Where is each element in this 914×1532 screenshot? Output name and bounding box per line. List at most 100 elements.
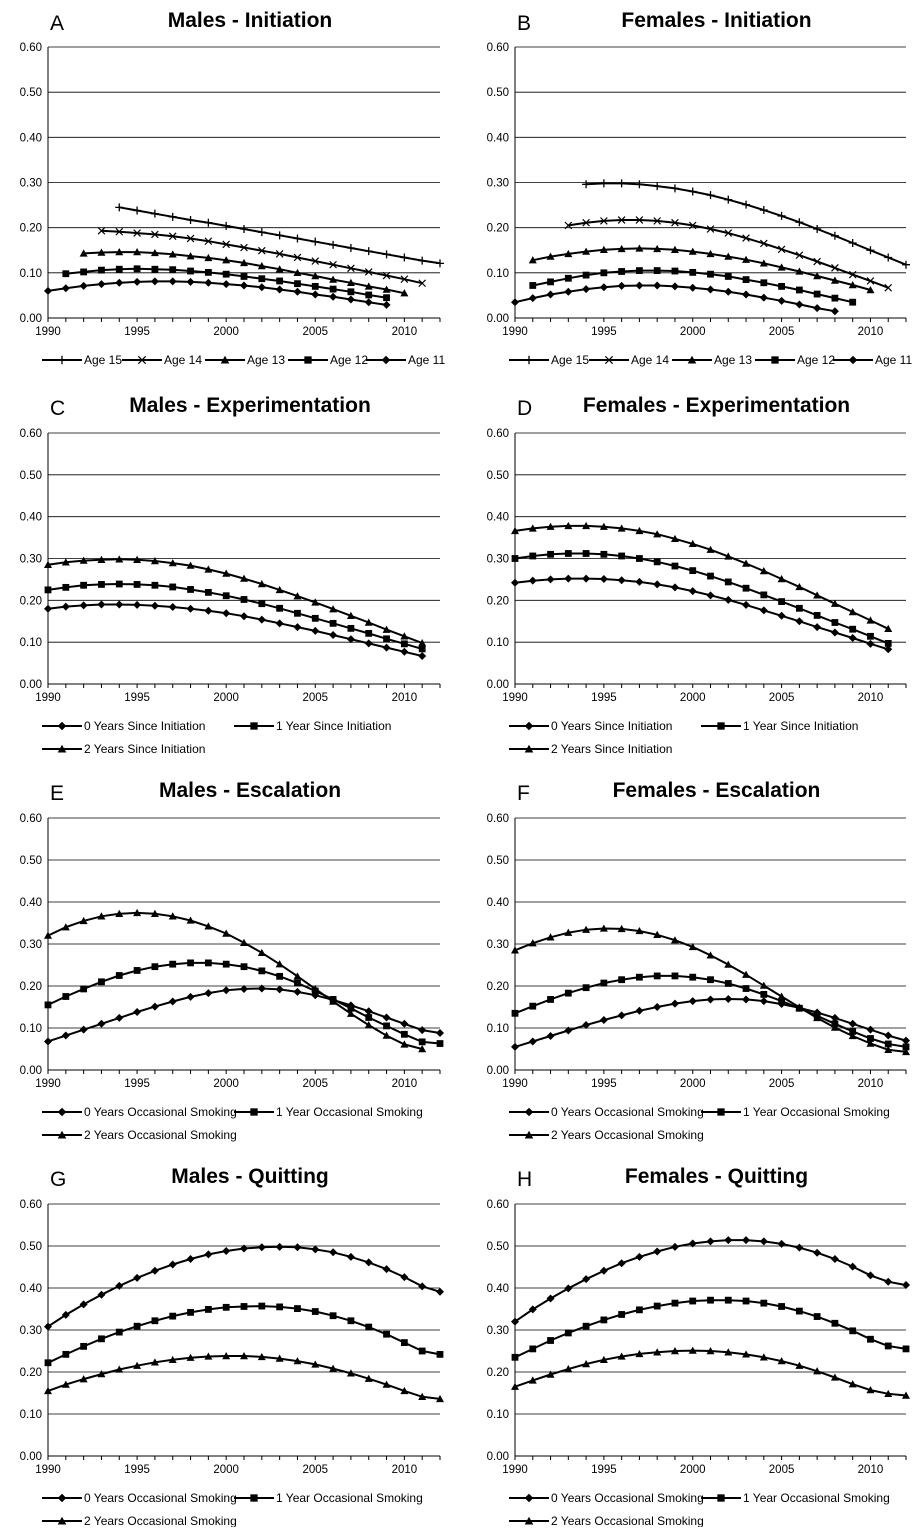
data-point bbox=[346, 611, 355, 620]
data-point bbox=[436, 1350, 444, 1358]
legend-marker bbox=[524, 355, 534, 365]
data-point bbox=[204, 989, 213, 998]
legend-label: Age 13 bbox=[714, 353, 752, 367]
data-point bbox=[293, 287, 302, 296]
series-line bbox=[514, 552, 889, 645]
data-point bbox=[257, 615, 266, 624]
legend-label: 1 Year Occasional Smoking bbox=[743, 1491, 890, 1505]
data-point bbox=[293, 234, 302, 243]
data-point bbox=[61, 923, 70, 931]
data-point bbox=[294, 280, 301, 288]
data-point bbox=[884, 624, 893, 632]
data-point bbox=[795, 582, 804, 591]
data-point bbox=[44, 1037, 52, 1046]
x-tick-label: 1990 bbox=[502, 692, 528, 704]
data-point bbox=[813, 591, 822, 599]
data-point bbox=[884, 1342, 892, 1350]
legend-item: Age 12 bbox=[755, 353, 835, 367]
legend: 0 Years Occasional Smoking 1 Year Occasio… bbox=[509, 1105, 890, 1142]
x-tick-label: 2005 bbox=[302, 1078, 328, 1090]
data-point bbox=[204, 588, 212, 596]
data-point bbox=[240, 963, 248, 971]
series-triangle bbox=[44, 1352, 444, 1403]
data-point bbox=[582, 180, 591, 189]
x-tick-label: 2000 bbox=[213, 1078, 239, 1090]
data-point bbox=[813, 225, 822, 234]
data-point bbox=[795, 1003, 804, 1011]
data-point bbox=[418, 1026, 427, 1035]
y-tick-label: 0.60 bbox=[487, 813, 509, 825]
data-point bbox=[759, 1353, 768, 1361]
data-point bbox=[724, 195, 733, 204]
data-point bbox=[258, 1302, 266, 1310]
data-point bbox=[98, 978, 105, 986]
data-point bbox=[418, 1038, 426, 1046]
data-point bbox=[742, 970, 751, 978]
panel-letter: G bbox=[50, 1168, 66, 1191]
data-point bbox=[311, 290, 320, 299]
data-point bbox=[511, 526, 519, 535]
legend-label: Age 14 bbox=[631, 353, 669, 367]
y-tick-label: 0.30 bbox=[20, 939, 42, 951]
y-tick-label: 0.00 bbox=[20, 679, 42, 691]
data-point bbox=[777, 611, 786, 620]
data-point bbox=[329, 275, 338, 283]
data-point bbox=[706, 545, 715, 553]
data-point bbox=[418, 1392, 427, 1400]
data-point bbox=[635, 244, 644, 252]
data-point bbox=[275, 265, 284, 273]
data-point bbox=[582, 1360, 591, 1368]
data-point bbox=[830, 1255, 839, 1264]
data-point bbox=[830, 307, 839, 316]
data-point bbox=[760, 591, 768, 599]
series-square bbox=[44, 580, 426, 653]
data-point bbox=[222, 569, 231, 577]
data-point bbox=[564, 1329, 572, 1337]
series-triangle bbox=[511, 1346, 910, 1399]
legend-item: 1 Year Occasional Smoking bbox=[701, 1105, 890, 1119]
data-point bbox=[240, 984, 248, 993]
data-point bbox=[724, 960, 733, 968]
data-point bbox=[831, 619, 839, 626]
data-point bbox=[582, 521, 591, 530]
data-point bbox=[724, 980, 732, 987]
data-point bbox=[546, 1294, 555, 1303]
data-point bbox=[547, 1337, 554, 1344]
series-triangle bbox=[44, 555, 427, 647]
data-point bbox=[777, 296, 786, 305]
data-point bbox=[599, 574, 608, 583]
data-point bbox=[511, 1317, 519, 1326]
chart-panel-d: D Females - Experimentation 0.00 0.10 0.20 0.… bbox=[487, 394, 907, 756]
data-point bbox=[311, 598, 320, 606]
data-point bbox=[311, 1245, 320, 1254]
legend-marker bbox=[848, 355, 858, 365]
data-point bbox=[293, 253, 302, 262]
legend-label: Age 11 bbox=[875, 353, 912, 367]
data-point bbox=[400, 1019, 409, 1028]
legend: 0 Years Since Initiation 1 Year Since Ini… bbox=[42, 719, 391, 756]
data-point bbox=[44, 1359, 52, 1367]
x-tick-label: 2010 bbox=[858, 1078, 884, 1090]
data-point bbox=[689, 973, 697, 981]
data-point bbox=[813, 1013, 822, 1022]
y-tick-label: 0.20 bbox=[487, 223, 509, 235]
series-square bbox=[44, 1302, 444, 1367]
data-point bbox=[528, 576, 537, 585]
legend: Age 15 Age 14 Age 13 Age 12 Age 11 bbox=[509, 353, 912, 367]
data-point bbox=[44, 931, 52, 939]
data-point bbox=[257, 984, 266, 993]
legend-marker bbox=[524, 1130, 534, 1139]
data-point bbox=[168, 1355, 177, 1364]
y-tick-label: 0.10 bbox=[20, 1409, 42, 1421]
x-tick-label: 2000 bbox=[213, 326, 239, 338]
data-point bbox=[759, 997, 768, 1006]
data-point bbox=[418, 256, 427, 265]
data-point bbox=[329, 619, 337, 627]
data-point bbox=[653, 244, 662, 253]
data-point bbox=[257, 1243, 266, 1252]
data-point bbox=[599, 1266, 608, 1275]
legend-marker bbox=[57, 1130, 67, 1139]
data-point bbox=[759, 259, 768, 267]
data-point bbox=[168, 603, 177, 612]
